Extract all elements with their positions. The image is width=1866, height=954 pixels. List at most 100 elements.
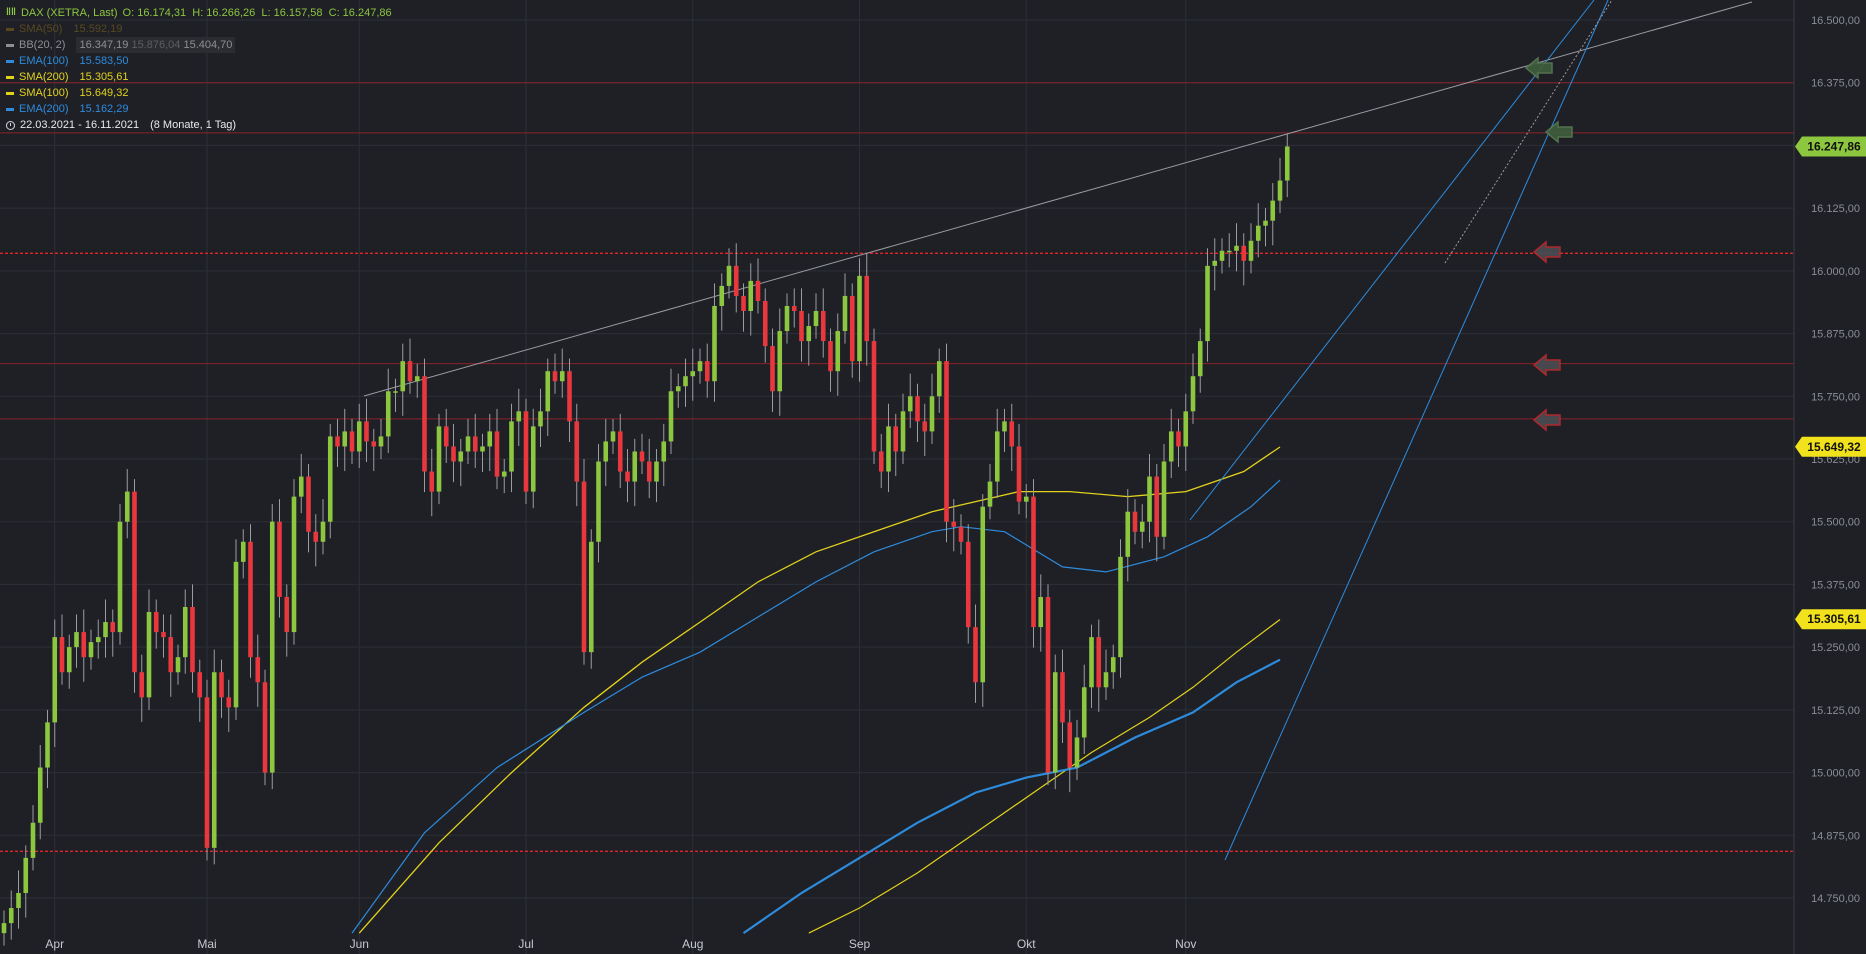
sma100-swatch	[6, 91, 14, 95]
candle-up	[1139, 521, 1145, 532]
bb-swatch	[6, 43, 14, 47]
candle-up	[806, 326, 812, 342]
candle-up	[1284, 146, 1290, 181]
chart-legend: ‖‖ DAX (XETRA, Last) O: 16.174,31 H: 16.…	[6, 5, 392, 133]
legend-ohlc: O: 16.174,31 H: 16.266,26 L: 16.157,58 C…	[122, 7, 392, 19]
arrow-red-2	[1532, 353, 1561, 377]
sma200-label: SMA(200)	[19, 71, 69, 83]
candle-down	[364, 421, 369, 442]
candle-down	[646, 461, 652, 482]
candle-down	[1060, 672, 1065, 723]
candle-up	[516, 411, 522, 422]
candle-down	[973, 627, 978, 683]
arrow-green-2	[1544, 120, 1573, 144]
candle-down	[139, 672, 145, 698]
horizontal-levels	[0, 82, 1794, 853]
legend-title-row[interactable]: ‖‖ DAX (XETRA, Last) O: 16.174,31 H: 16.…	[6, 5, 392, 21]
candle-down	[828, 341, 833, 372]
candle-down	[871, 341, 877, 452]
y-tick-label: 15.125,00	[1811, 705, 1860, 717]
candle-up	[1161, 461, 1167, 537]
price-tags: 16.247,86 15.649,32 15.305,61	[1795, 136, 1866, 630]
candle-up	[784, 305, 790, 332]
y-tick-label: 16.375,00	[1811, 78, 1860, 90]
candle-up	[124, 491, 130, 522]
candle-down	[1016, 446, 1022, 502]
legend-ema100[interactable]: EMA(100) 15.583,50	[6, 53, 392, 69]
candle-up	[980, 506, 986, 683]
moving-averages	[351, 446, 1281, 935]
candle-up	[52, 637, 58, 723]
candle-up	[1226, 250, 1232, 253]
candle-down	[110, 622, 116, 633]
y-tick-label: 15.250,00	[1811, 642, 1860, 654]
candle-up	[458, 451, 464, 462]
legend-sma200[interactable]: SMA(200) 15.305,61	[6, 69, 392, 85]
candle-down	[567, 371, 572, 422]
candle-up	[929, 396, 935, 432]
price-tag: 16.247,86	[1795, 136, 1866, 157]
candles	[1, 133, 1290, 946]
candle-down	[733, 265, 739, 296]
candle-up	[1118, 556, 1123, 658]
candle-down	[226, 697, 232, 708]
candle-down	[965, 541, 971, 628]
candle-up	[356, 421, 362, 452]
x-tick-label: Okt	[1017, 937, 1036, 951]
candle-up	[1183, 411, 1189, 447]
candle-down	[791, 305, 797, 311]
candle-up	[385, 391, 391, 437]
channel-dotted-line	[1444, 0, 1613, 264]
ema200-label: EMA(200)	[19, 103, 69, 115]
price-tag-bg	[1795, 609, 1866, 630]
candle-up	[661, 441, 667, 462]
candle-up	[240, 541, 246, 562]
candle-up	[393, 391, 398, 393]
sma100-line	[358, 446, 1281, 934]
candle-up	[1168, 431, 1174, 462]
sma200-swatch	[6, 75, 14, 79]
candle-up	[603, 441, 609, 462]
legend-title: DAX (XETRA, Last)	[20, 7, 118, 19]
candle-down	[1176, 431, 1181, 447]
bb-upper: 16.347,19	[79, 39, 129, 51]
legend-ema200[interactable]: EMA(200) 15.162,29	[6, 101, 392, 117]
candle-up	[900, 411, 906, 452]
y-tick-label: 15.750,00	[1811, 391, 1860, 403]
candle-up	[936, 361, 942, 397]
candle-down	[574, 421, 580, 482]
candle-down	[197, 672, 203, 698]
sma200-line	[808, 619, 1281, 934]
candle-down	[944, 361, 949, 522]
candle-down	[349, 431, 355, 452]
candle-up	[298, 476, 304, 497]
y-tick-label: 15.875,00	[1811, 329, 1860, 341]
candle-up	[1197, 341, 1203, 377]
candle-up	[1277, 180, 1283, 201]
y-tick-label: 15.375,00	[1811, 579, 1860, 591]
legend-bb[interactable]: BB(20, 2) 16.347,19 15.876,04 15.404,70	[6, 37, 392, 53]
arrow-red-1	[1532, 240, 1561, 264]
candle-down	[371, 441, 377, 447]
y-tick-label: 15.000,00	[1811, 768, 1860, 780]
candle-up	[1081, 687, 1087, 738]
candle-up	[668, 391, 674, 442]
legend-sma100[interactable]: SMA(100) 15.649,32	[6, 85, 392, 101]
candle-up	[683, 376, 688, 387]
candle-down	[335, 436, 340, 447]
candle-down	[313, 531, 319, 542]
candle-down	[523, 411, 529, 492]
y-tick-label: 14.750,00	[1811, 893, 1860, 905]
legend-sma50[interactable]: SMA(50) 15.592,19	[6, 21, 392, 37]
candle-up	[480, 446, 485, 452]
candle-up	[320, 521, 326, 542]
time-axis[interactable]: Apr Mai Jun Jul Aug Sep Okt Nov	[45, 937, 1196, 951]
candle-up	[857, 275, 862, 362]
price-tag-label: 15.649,32	[1807, 440, 1861, 454]
legend-range[interactable]: 22.03.2021 - 16.11.2021 (8 Monate, 1 Tag…	[6, 117, 392, 133]
y-tick-label: 14.875,00	[1811, 830, 1860, 842]
candle-down	[494, 431, 500, 477]
price-tag-bg	[1795, 436, 1866, 457]
candle-down	[770, 346, 775, 392]
